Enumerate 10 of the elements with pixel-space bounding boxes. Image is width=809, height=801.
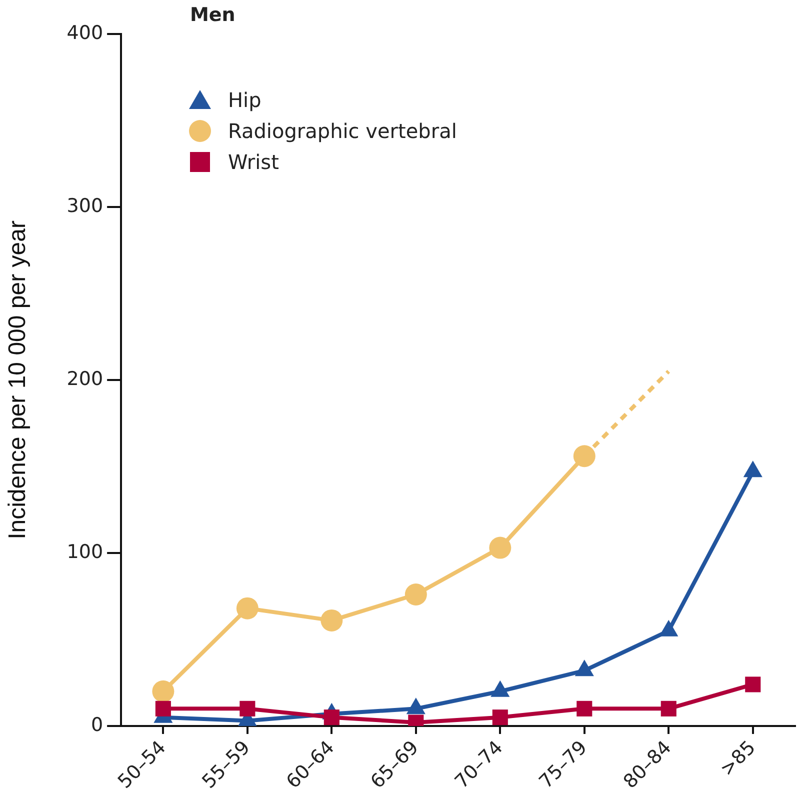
y-tick-label: 0 bbox=[90, 714, 104, 736]
y-tick-label: 200 bbox=[66, 368, 104, 390]
legend-label: Hip bbox=[228, 88, 262, 112]
legend-label: Radiographic vertebral bbox=[228, 118, 457, 142]
y-tick-label: 100 bbox=[66, 540, 104, 563]
legend-label: Wrist bbox=[228, 150, 279, 174]
y-tick-label: 400 bbox=[66, 22, 104, 44]
y-axis-title: Incidence per 10 000 per year bbox=[4, 220, 32, 540]
y-tick-label: 300 bbox=[66, 194, 104, 217]
chart-title: Men bbox=[190, 4, 236, 26]
